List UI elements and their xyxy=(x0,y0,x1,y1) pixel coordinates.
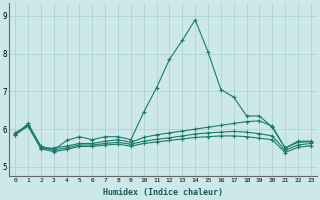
X-axis label: Humidex (Indice chaleur): Humidex (Indice chaleur) xyxy=(103,188,223,197)
